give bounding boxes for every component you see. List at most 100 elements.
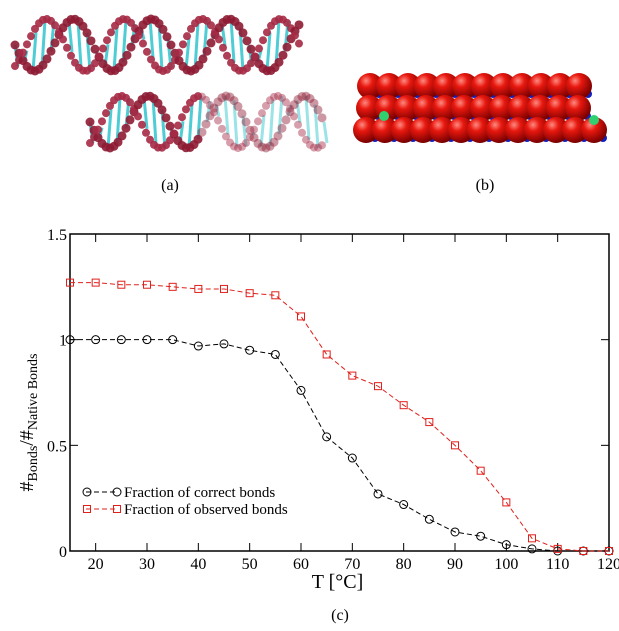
backbone-bead — [166, 40, 176, 50]
sphere — [413, 95, 439, 121]
base-pair — [251, 132, 256, 136]
sphere — [452, 73, 478, 99]
sphere — [410, 117, 436, 143]
marker — [553, 544, 562, 553]
base-pair — [115, 97, 122, 144]
backbone-bead — [258, 109, 266, 118]
marker — [296, 385, 306, 395]
backbone-bead — [209, 103, 219, 113]
chart: 20 30 40 50 60 70 80 90 100 110 120 0 0.5 1 1.5 T [°C] #… — [16, 227, 619, 593]
backbone-bead — [257, 142, 267, 152]
backbone-bead — [210, 108, 218, 117]
backbone-bead — [314, 143, 322, 152]
backbone-bead — [103, 36, 111, 45]
marker — [91, 335, 101, 345]
backbone-bead — [266, 96, 274, 105]
backbone-bead — [201, 119, 211, 129]
y-tick-label: 1.5 — [47, 227, 67, 244]
backbone-bead — [206, 38, 216, 48]
sphere — [566, 73, 592, 99]
backbone-bead — [221, 91, 231, 101]
x-axis-label: T [°C] — [312, 571, 364, 593]
backbone-bead — [99, 44, 107, 53]
base-pair — [313, 104, 320, 148]
backbone-bead — [135, 31, 143, 40]
base-pair — [265, 32, 272, 71]
backbone-bead — [230, 142, 238, 151]
base-pair — [241, 115, 248, 147]
marker — [117, 280, 126, 289]
backbone-bead — [297, 92, 307, 102]
sphere — [505, 117, 531, 143]
sphere — [486, 117, 512, 143]
marker — [399, 500, 409, 510]
sphere — [489, 95, 515, 121]
x-tick-label: 70 — [344, 556, 360, 573]
backbone-bead — [194, 92, 202, 101]
backbone-bead — [63, 43, 71, 52]
backbone-bead — [178, 113, 186, 122]
marker — [142, 335, 152, 345]
marker — [373, 489, 383, 499]
backbone-bead — [139, 39, 147, 48]
backbone-bead — [309, 98, 319, 108]
x-tick-label: 100 — [494, 556, 518, 573]
backbone-bead — [289, 100, 299, 110]
marker — [528, 534, 536, 543]
backbone-bead — [153, 98, 163, 108]
backbone-bead — [59, 35, 67, 44]
marker — [193, 341, 203, 351]
backbone-bead — [278, 93, 286, 102]
backbone-bead — [229, 96, 239, 106]
sphere — [429, 117, 455, 143]
backbone-bead — [247, 59, 255, 68]
y-axis-label: #Bonds/#Native Bonds — [16, 354, 41, 492]
base-pair — [277, 96, 284, 135]
backbone-bead — [290, 112, 298, 121]
marker — [82, 487, 92, 497]
backbone-bead — [278, 50, 288, 60]
backbone-bead — [147, 55, 155, 64]
sphere — [414, 73, 440, 99]
sphere — [356, 95, 382, 121]
series-line — [70, 282, 609, 552]
backbone-bead — [282, 42, 292, 52]
base-pair — [205, 100, 212, 123]
backbone-bead — [117, 131, 127, 141]
backbone-bead — [86, 36, 96, 46]
backbone-bead — [202, 95, 210, 104]
sphere — [451, 95, 477, 121]
green-bead — [379, 111, 389, 121]
marker — [450, 527, 460, 537]
marker — [579, 547, 588, 555]
backbone-bead — [241, 117, 251, 127]
backbone-bead — [298, 128, 306, 137]
marker — [322, 350, 331, 359]
backbone-bead — [162, 32, 172, 42]
marker — [476, 531, 486, 541]
x-tick-label: 80 — [396, 556, 412, 573]
backbone-bead — [274, 92, 282, 101]
backbone-bead — [158, 24, 168, 34]
base-pair — [31, 32, 38, 71]
backbone-bead — [206, 101, 214, 110]
backbone-bead — [217, 93, 227, 103]
y-tick-label: 1 — [59, 333, 67, 350]
backbone-bead — [107, 28, 115, 37]
base-pair — [76, 20, 83, 67]
sphere — [524, 117, 550, 143]
backbone-bead — [179, 40, 187, 49]
base-pair — [232, 100, 239, 147]
backbone-bead — [86, 139, 94, 148]
marker — [168, 282, 177, 291]
backbone-bead — [27, 32, 35, 41]
x-tick-label: 20 — [88, 556, 104, 573]
sphere — [527, 95, 553, 121]
base-pair — [151, 97, 158, 144]
sphere — [543, 117, 569, 143]
plot-frame — [69, 233, 610, 552]
backbone-bead — [226, 138, 234, 147]
legend-label: Fraction of observed bonds — [124, 502, 288, 518]
y-axis-label-part: Bonds — [26, 446, 41, 482]
backbone-bead — [165, 121, 175, 131]
